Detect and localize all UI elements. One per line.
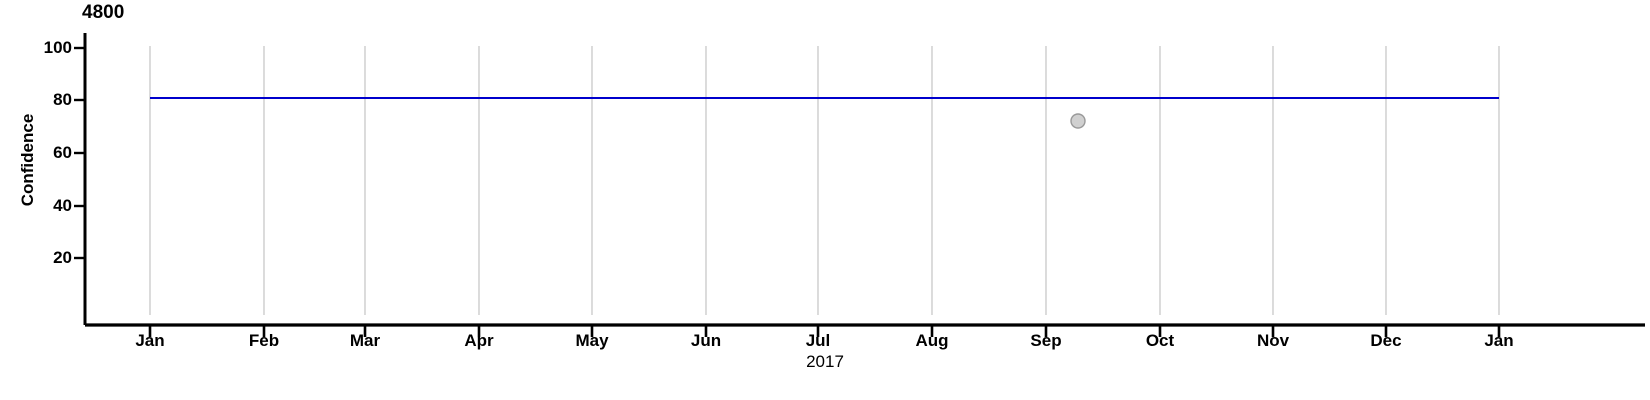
- x-tick-label-jul: Jul: [805, 331, 831, 350]
- x-tick-label-jan-1: Jan: [135, 331, 165, 350]
- x-axis-title: 2017: [806, 352, 844, 371]
- x-tick-label-dec: Dec: [1370, 331, 1402, 350]
- x-tick-label-aug: Aug: [915, 331, 949, 350]
- chart-title: 4800: [82, 2, 125, 23]
- x-tick-label-jan-2: Jan: [1484, 331, 1514, 350]
- x-tick-label-nov: Nov: [1256, 331, 1290, 350]
- gridlines: [149, 46, 1500, 315]
- x-tick-label-jun: Jun: [690, 331, 722, 350]
- data-point-marker[interactable]: [1070, 113, 1086, 129]
- x-tick-label-may: May: [575, 331, 609, 350]
- y-tick-label: 20: [53, 248, 72, 267]
- x-tick-label-oct: Oct: [1145, 331, 1175, 350]
- y-axis: [74, 33, 87, 325]
- x-axis: [85, 323, 1645, 337]
- y-tick-label: 60: [53, 143, 72, 162]
- x-tick-label-sep: Sep: [1030, 331, 1062, 350]
- y-tick-label: 80: [53, 90, 72, 109]
- x-tick-label-apr: Apr: [464, 331, 494, 350]
- y-tick-label: 100: [43, 38, 72, 57]
- x-tick-label-mar: Mar: [349, 331, 381, 350]
- x-tick-label-feb: Feb: [248, 331, 280, 350]
- y-tick-label: 40: [53, 196, 72, 215]
